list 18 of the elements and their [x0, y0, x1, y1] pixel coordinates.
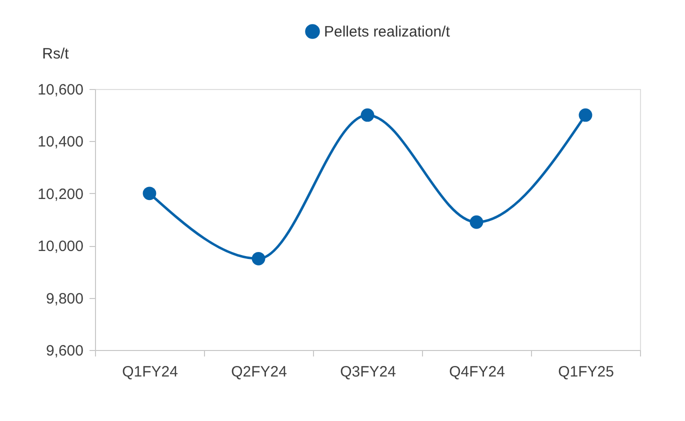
legend-label: Pellets realization/t — [324, 24, 451, 40]
x-tick-label: Q2FY24 — [231, 364, 287, 380]
x-tick-label: Q1FY24 — [122, 364, 178, 380]
point — [578, 108, 592, 122]
x-tick-label: Q1FY25 — [558, 364, 614, 380]
y-tick-label: 9,800 — [46, 290, 84, 308]
y-axis-title: Rs/t — [42, 46, 70, 62]
y-tick-label: 10,000 — [38, 238, 84, 256]
y-tick-label: 10,600 — [38, 82, 84, 98]
point — [470, 215, 484, 229]
y-tick-label: 10,400 — [38, 134, 84, 151]
y-tick-label: 10,200 — [38, 186, 84, 203]
y-tick-label: 9,600 — [46, 342, 84, 360]
x-tick-label: Q3FY24 — [340, 364, 396, 380]
point — [360, 108, 374, 122]
x-tick-label: Q4FY24 — [449, 364, 505, 380]
point — [142, 186, 156, 200]
point — [252, 252, 266, 266]
